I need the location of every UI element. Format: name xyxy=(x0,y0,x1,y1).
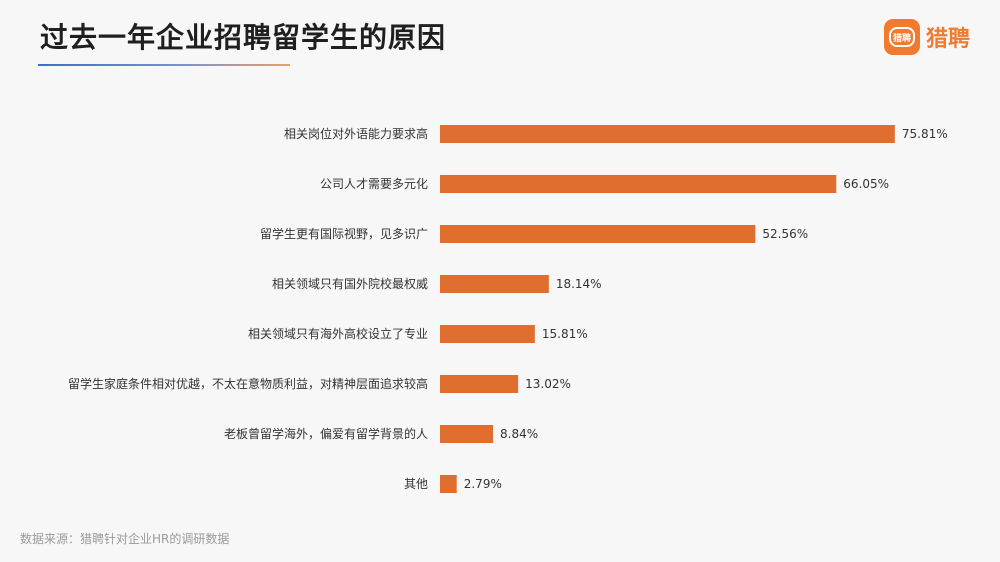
data-label: 13.02% xyxy=(525,377,571,391)
bar xyxy=(440,275,549,293)
data-label: 18.14% xyxy=(556,277,602,291)
bar xyxy=(440,425,494,443)
bar xyxy=(440,225,756,243)
data-label: 52.56% xyxy=(762,227,808,241)
logo-badge-text: 猎聘 xyxy=(889,27,915,47)
bar xyxy=(440,325,535,343)
data-source-note: 数据来源：猎聘针对企业HR的调研数据 xyxy=(20,532,230,546)
data-label: 8.84% xyxy=(500,427,538,441)
data-label: 75.81% xyxy=(902,127,948,141)
category-label: 留学生更有国际视野，见多识广 xyxy=(260,226,428,241)
category-label: 相关领域只有国外院校最权威 xyxy=(272,276,428,291)
title-underline xyxy=(38,64,290,66)
logo-chat-icon: 猎聘 xyxy=(884,19,920,55)
bar xyxy=(440,175,837,193)
page-title: 过去一年企业招聘留学生的原因 xyxy=(40,21,447,54)
logo-text: 猎聘 xyxy=(926,27,971,52)
category-label: 相关岗位对外语能力要求高 xyxy=(284,126,428,141)
bar xyxy=(440,125,895,143)
category-label: 公司人才需要多元化 xyxy=(320,177,428,191)
data-label: 66.05% xyxy=(843,177,889,191)
bar xyxy=(440,475,457,493)
category-label: 老板曾留学海外，偏爱有留学背景的人 xyxy=(224,426,428,441)
bar xyxy=(440,375,519,393)
data-label: 2.79% xyxy=(464,477,502,491)
brand-logo: 猎聘 猎聘 xyxy=(884,17,970,57)
data-label: 15.81% xyxy=(542,327,588,341)
category-label: 其他 xyxy=(404,477,428,491)
category-label: 留学生家庭条件相对优越，不太在意物质利益，对精神层面追求较高 xyxy=(68,376,428,391)
category-label: 相关领域只有海外高校设立了专业 xyxy=(248,326,428,341)
